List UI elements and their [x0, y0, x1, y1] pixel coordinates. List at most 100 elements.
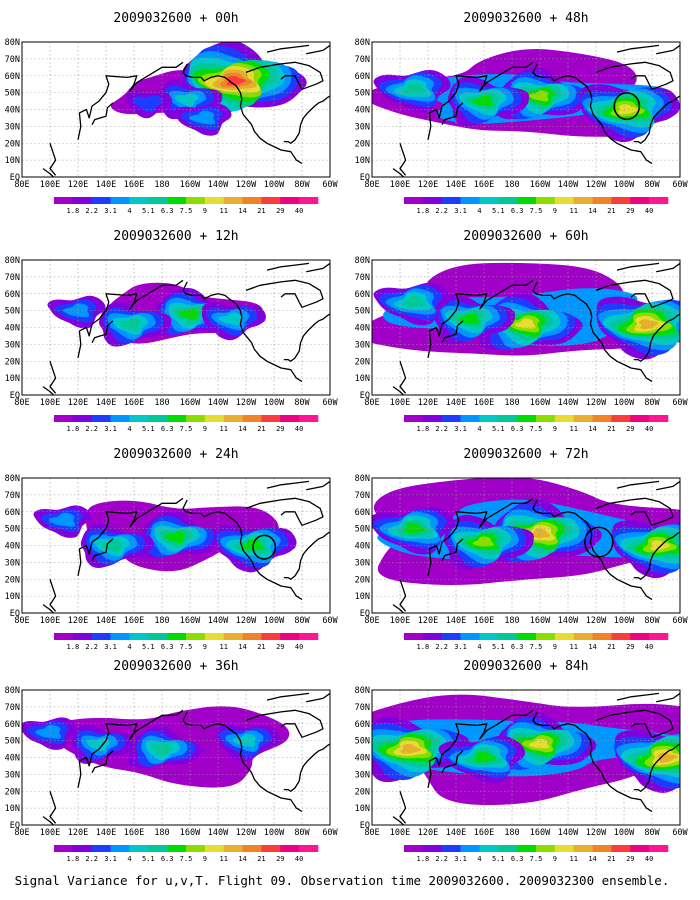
y-tick-label: EQ [360, 391, 370, 401]
y-tick-label: 10N [355, 804, 370, 814]
y-tick-label: EQ [10, 821, 20, 831]
colorbar-swatch [204, 633, 225, 640]
colorbar-label: 3.1 [454, 425, 467, 433]
plot-frame [371, 41, 681, 178]
x-tick-label: 140E [446, 616, 466, 626]
colorbar-label: 9 [203, 855, 207, 863]
colorbar-label: 9 [553, 207, 557, 215]
x-tick-label: 180 [504, 398, 519, 408]
variance-contour [402, 83, 426, 95]
x-tick-label: 160E [474, 398, 494, 408]
x-tick-label: 100E [40, 180, 60, 190]
y-tick-label: 10N [5, 804, 20, 814]
colorbar-swatch [536, 633, 556, 640]
colorbar-swatch [611, 197, 631, 204]
variance-contour [638, 319, 659, 330]
colorbar-swatch [422, 845, 443, 852]
colorbar-swatch [554, 415, 575, 422]
colorbar-label: 9 [553, 643, 557, 651]
colorbar-label: 14 [588, 643, 596, 651]
y-tick-label: 20N [355, 357, 370, 367]
colorbar-label: 1.8 [417, 855, 430, 863]
y-tick-label: 30N [355, 122, 370, 132]
panel-title: 2009032600 + 60h [463, 229, 588, 244]
x-tick-label: 80W [294, 398, 310, 408]
variance-contour [400, 743, 422, 754]
x-tick-label: 120E [68, 616, 88, 626]
colorbar-label: 14 [238, 425, 246, 433]
x-tick-label: 100W [264, 398, 285, 408]
colorbar-label: 4 [477, 207, 481, 215]
x-tick-label: 160W [530, 398, 551, 408]
colorbar-label: 21 [257, 425, 265, 433]
x-tick-label: 160W [530, 828, 551, 838]
colorbar-label: 7.5 [530, 425, 543, 433]
panel-title: 2009032600 + 12h [113, 229, 238, 244]
x-tick-label: 180 [154, 398, 169, 408]
coastlines [392, 480, 680, 613]
colorbar-label: 4 [127, 855, 131, 863]
colorbar-label: 9 [553, 855, 557, 863]
colorbar-swatch [460, 633, 480, 640]
colorbar-label: 6.3 [511, 855, 524, 863]
colorbar-label: 40 [295, 855, 303, 863]
colorbar-label: 3.1 [104, 855, 117, 863]
colorbar-label: 2.2 [435, 855, 448, 863]
x-tick-label: 80E [14, 616, 29, 626]
x-tick-label: 100W [614, 180, 635, 190]
variance-field [372, 42, 680, 177]
colorbar-swatch [649, 415, 669, 422]
y-tick-label: 30N [5, 122, 20, 132]
x-tick-label: 80W [644, 398, 660, 408]
y-tick-label: 50N [355, 525, 370, 535]
colorbar-swatch [479, 415, 499, 422]
x-tick-label: 140E [446, 398, 466, 408]
colorbar: 1.8 2.2 3.1 4 5.1 6.3 7.5 9 11 14 21 29 40 [404, 197, 669, 215]
colorbar-swatch [630, 845, 650, 852]
variance-contour [657, 752, 677, 763]
colorbar-label: 7.5 [530, 643, 543, 651]
colorbar-swatch [517, 415, 537, 422]
x-tick-label: 80W [644, 828, 660, 838]
coastlines [392, 44, 680, 177]
colorbar-swatch [649, 633, 669, 640]
y-tick-label: 60N [5, 720, 20, 730]
colorbar-swatch [242, 845, 262, 852]
variance-contour [528, 90, 549, 102]
colorbar-label: 6.3 [161, 643, 174, 651]
colorbar-label: 5.1 [142, 855, 155, 863]
colorbar-swatch [223, 197, 243, 204]
x-tick-label: 160E [474, 180, 494, 190]
x-tick-label: 140W [558, 398, 579, 408]
y-tick-label: 80N [355, 474, 370, 484]
x-tick-label: 80E [364, 180, 379, 190]
x-tick-label: 160E [124, 180, 144, 190]
colorbar-swatch [479, 633, 499, 640]
variance-contour [529, 528, 551, 538]
colorbar-swatch [72, 415, 93, 422]
y-tick-label: 40N [355, 106, 370, 116]
coastlines [42, 262, 330, 395]
y-tick-label: 70N [5, 703, 20, 713]
variance-field [22, 42, 330, 177]
x-tick-label: 120W [236, 828, 257, 838]
colorbar-swatch [261, 845, 281, 852]
variance-contour [218, 312, 242, 326]
colorbar-swatch [242, 415, 262, 422]
x-tick-label: 140E [96, 616, 116, 626]
x-tick-label: 120E [418, 398, 438, 408]
colorbar-label: 11 [569, 855, 577, 863]
colorbar-swatch [630, 197, 650, 204]
panel-title: 2009032600 + 48h [463, 11, 588, 26]
colorbar-label: 29 [276, 643, 284, 651]
colorbar-label: 6.3 [161, 855, 174, 863]
x-tick-label: 140W [208, 180, 229, 190]
y-tick-label: EQ [360, 821, 370, 831]
colorbar-label: 3.1 [104, 643, 117, 651]
x-tick-label: 60W [322, 398, 338, 408]
x-tick-label: 120E [68, 180, 88, 190]
colorbar-swatch [72, 845, 93, 852]
x-tick-label: 100E [390, 398, 410, 408]
colorbar-label: 1.8 [417, 643, 430, 651]
y-tick-label: 60N [355, 508, 370, 518]
